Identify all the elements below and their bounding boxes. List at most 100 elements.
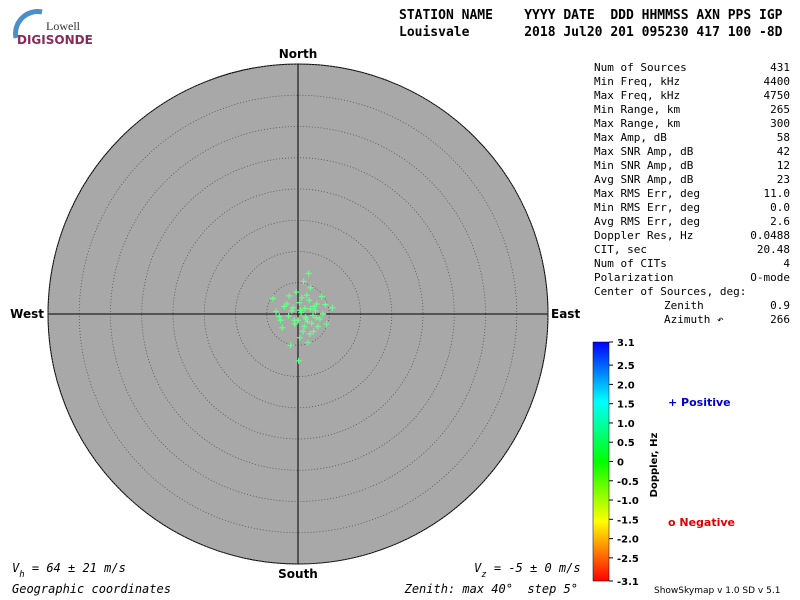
direction-label: South bbox=[278, 567, 318, 581]
colorbar-tick-label: 3.1 bbox=[617, 338, 635, 349]
stat-value: 58 bbox=[777, 131, 790, 144]
zenith-note: Zenith: max 40° step 5° bbox=[404, 582, 578, 596]
source-point bbox=[288, 307, 295, 314]
stat-label: Polarization bbox=[594, 271, 673, 284]
colorbar-tick-label: 2.0 bbox=[617, 380, 635, 391]
stat-label: Num of Sources bbox=[594, 61, 687, 74]
stat-value: O-mode bbox=[750, 271, 790, 284]
source-point bbox=[312, 307, 319, 314]
source-point bbox=[273, 308, 280, 315]
stat-value: 300 bbox=[770, 117, 790, 130]
velocity-value: = 64 ± 21 m/s bbox=[25, 561, 126, 575]
source-point bbox=[277, 317, 284, 324]
colorbar-tick-label: 1.0 bbox=[617, 419, 635, 430]
source-point bbox=[293, 289, 300, 296]
source-point bbox=[307, 306, 314, 312]
colorbar-tick-label: -3.1 bbox=[617, 577, 639, 588]
source-point bbox=[318, 293, 325, 300]
source-point bbox=[311, 303, 318, 310]
source-point bbox=[308, 320, 315, 327]
stat-value: 2.6 bbox=[770, 215, 790, 228]
stat-value: 431 bbox=[770, 61, 790, 74]
source-point bbox=[306, 331, 313, 337]
velocity-symbol: V bbox=[12, 561, 20, 575]
source-point bbox=[287, 342, 294, 349]
source-point bbox=[291, 317, 298, 324]
source-point bbox=[286, 292, 293, 299]
source-point bbox=[306, 297, 313, 304]
source-point bbox=[283, 301, 290, 307]
colorbar-tick-label: 0 bbox=[617, 458, 624, 469]
colorbar bbox=[592, 341, 610, 582]
direction-label: East bbox=[551, 307, 580, 321]
colorbar-tick-label: 2.5 bbox=[617, 361, 635, 372]
stat-label: Max SNR Amp, dB bbox=[594, 145, 694, 158]
coordinates-note: Geographic coordinates bbox=[12, 582, 171, 596]
stat-label: Doppler Res, Hz bbox=[594, 229, 693, 242]
stat-value: 266 bbox=[770, 313, 790, 326]
plot: North South West East bbox=[10, 47, 580, 581]
colorbar-tick-label: -1.5 bbox=[617, 515, 639, 526]
stat-label: Max RMS Err, deg bbox=[594, 187, 700, 200]
colorbar-tick-label: -2.5 bbox=[617, 554, 639, 565]
source-point bbox=[323, 321, 330, 327]
source-point bbox=[315, 323, 321, 330]
stat-value: 12 bbox=[777, 159, 790, 172]
colorbar-tick-label: -2.0 bbox=[617, 535, 639, 546]
source-point bbox=[307, 284, 314, 291]
source-point bbox=[276, 313, 283, 320]
source-point bbox=[295, 357, 302, 364]
source-point bbox=[316, 316, 323, 322]
logo-swoosh bbox=[13, 9, 43, 39]
stat-value: 4750 bbox=[764, 89, 791, 102]
stat-value: 42 bbox=[777, 145, 790, 158]
stat-label: Center of Sources, deg: bbox=[594, 285, 746, 298]
source-point bbox=[329, 304, 336, 311]
stat-label: Num of CITs bbox=[594, 257, 667, 270]
stat-label: Max Range, km bbox=[594, 117, 680, 130]
header-line: Louisvale 2018 Jul20 201 095230 417 100 … bbox=[399, 25, 783, 40]
velocity-value: = -5 ± 0 m/s bbox=[487, 561, 581, 575]
source-point bbox=[298, 294, 305, 301]
source-point bbox=[270, 295, 276, 302]
source-point bbox=[296, 299, 303, 306]
colorbar-tick-label: -1.0 bbox=[617, 496, 639, 507]
source-point bbox=[290, 304, 296, 311]
stat-label: Max Amp, dB bbox=[594, 131, 667, 144]
stat-label: Min RMS Err, deg bbox=[594, 201, 700, 214]
source-point bbox=[313, 314, 320, 321]
logo-top: Lowell bbox=[46, 19, 81, 33]
stat-label: Azimuth ↶ bbox=[664, 313, 724, 326]
logo-bottom: DIGISONDE bbox=[17, 33, 93, 47]
velocity-symbol: V bbox=[474, 561, 482, 575]
colorbar-tick-label: 0.5 bbox=[617, 438, 635, 449]
stat-value: 23 bbox=[777, 173, 790, 186]
stat-value: 4 bbox=[783, 257, 790, 270]
stat-value: 4400 bbox=[764, 75, 791, 88]
stat-label: CIT, sec bbox=[594, 243, 647, 256]
source-point bbox=[296, 334, 303, 341]
source-point bbox=[297, 307, 304, 314]
velocity-subscript: h bbox=[19, 570, 24, 580]
stat-value: 265 bbox=[770, 103, 790, 116]
source-point bbox=[305, 339, 311, 346]
source-point bbox=[300, 278, 307, 285]
source-point bbox=[322, 301, 329, 308]
stat-label: Min Freq, kHz bbox=[594, 75, 680, 88]
source-point bbox=[320, 311, 326, 317]
velocity-label: Vh = 64 ± 21 m/s bbox=[12, 561, 126, 580]
stat-label: Max Freq, kHz bbox=[594, 89, 680, 102]
source-point bbox=[279, 324, 286, 331]
source-point bbox=[310, 312, 316, 319]
stat-value: 11.0 bbox=[764, 187, 791, 200]
header-line: STATION NAME YYYY DATE DDD HHMMSS AXN PP… bbox=[399, 8, 783, 23]
colorbar-tick-label: -0.5 bbox=[617, 477, 639, 488]
source-point bbox=[300, 328, 306, 335]
source-point bbox=[303, 292, 310, 299]
direction-label: West bbox=[10, 307, 44, 321]
legend-negative: o Negative bbox=[668, 516, 735, 529]
stat-label: Zenith bbox=[664, 299, 704, 312]
source-point bbox=[285, 312, 292, 319]
stat-label: Avg RMS Err, deg bbox=[594, 215, 700, 228]
